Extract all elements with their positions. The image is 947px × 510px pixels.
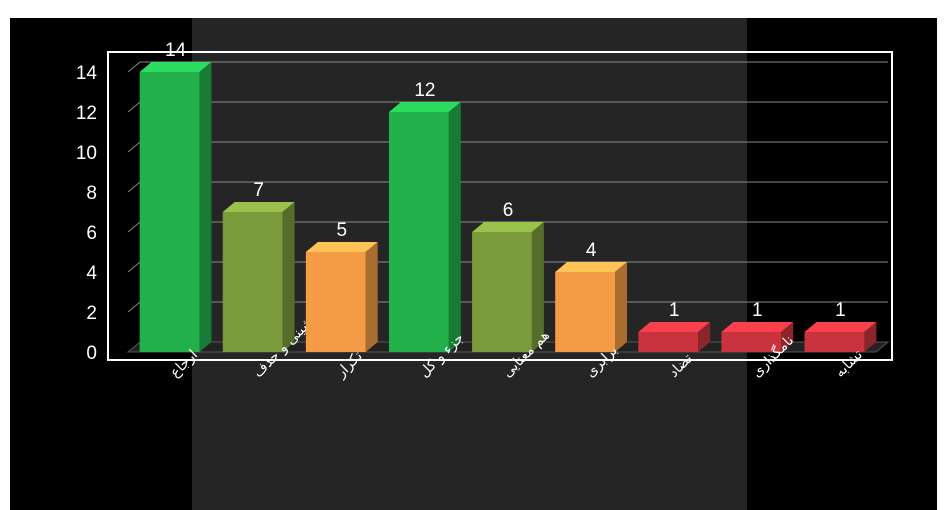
bar-side xyxy=(615,262,628,352)
bar-side xyxy=(531,222,544,352)
bar xyxy=(804,332,865,352)
bar xyxy=(555,272,616,352)
y-tick-label: 0 xyxy=(86,343,97,364)
data-label: 4 xyxy=(586,240,597,261)
bar-top xyxy=(804,322,877,332)
y-tick-label: 10 xyxy=(76,143,97,164)
data-label: 1 xyxy=(752,300,763,321)
gridline-depth xyxy=(127,261,141,273)
bar-top xyxy=(555,262,628,272)
y-tick-label: 2 xyxy=(86,303,97,324)
bar-side xyxy=(199,62,212,352)
bar xyxy=(388,112,449,352)
bar xyxy=(305,252,366,352)
y-tick-label: 8 xyxy=(86,183,97,204)
y-tick-label: 4 xyxy=(86,263,97,284)
bar-top xyxy=(305,242,378,252)
data-label: 7 xyxy=(253,180,264,201)
gridline-depth xyxy=(127,141,141,153)
bar-side xyxy=(365,242,378,352)
plot-area-border xyxy=(107,51,893,361)
y-tick-label: 6 xyxy=(86,223,97,244)
bar xyxy=(472,232,532,352)
data-label: 1 xyxy=(835,300,846,321)
bar-top xyxy=(222,202,295,212)
y-tick-label: 14 xyxy=(76,63,98,84)
bar-side xyxy=(864,322,877,352)
bar-top xyxy=(388,102,461,112)
bar-top xyxy=(139,62,212,72)
bar-top xyxy=(638,322,711,332)
data-label: 14 xyxy=(165,40,187,61)
bar xyxy=(222,212,283,352)
gridline-depth xyxy=(127,301,141,313)
data-label: 1 xyxy=(669,300,680,321)
bar-side xyxy=(282,202,295,352)
y-tick-label: 12 xyxy=(76,103,97,124)
gridline-depth xyxy=(127,101,141,113)
data-label: 5 xyxy=(336,220,347,241)
data-label: 12 xyxy=(414,80,435,101)
bar xyxy=(139,72,200,352)
gridline-depth xyxy=(127,221,141,233)
bar xyxy=(721,332,782,352)
bar-top xyxy=(721,322,794,332)
gridline-depth xyxy=(127,61,141,73)
bar-side xyxy=(448,102,461,352)
gridline-depth xyxy=(127,181,141,193)
bar-top xyxy=(472,222,544,232)
bar xyxy=(638,332,699,352)
data-label: 6 xyxy=(503,200,514,221)
bar-side xyxy=(781,322,794,352)
bar-side xyxy=(698,322,711,352)
